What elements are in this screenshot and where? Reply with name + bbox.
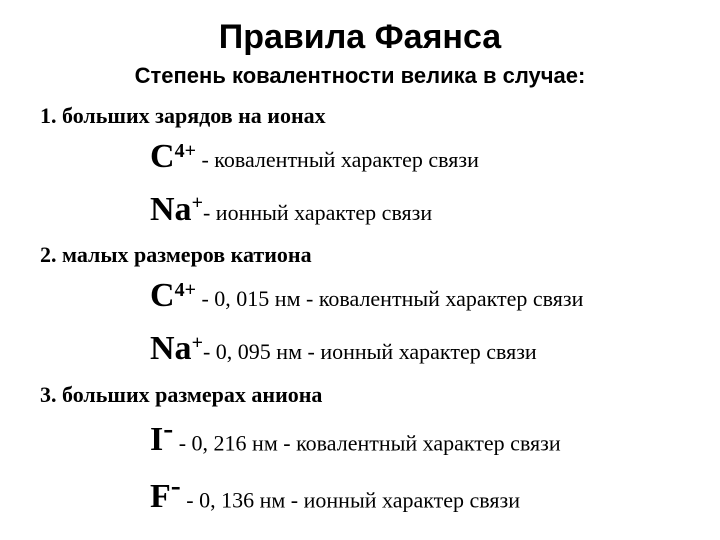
ion-desc: - 0, 095 нм - ионный характер связи: [203, 339, 537, 364]
ion-charge: 4+: [175, 279, 196, 301]
ion-desc: - 0, 015 нм - ковалентный характер связи: [196, 286, 583, 311]
ion-charge: -: [163, 412, 173, 445]
rule-2-heading: 2. малых размеров катиона: [40, 242, 680, 268]
ion-desc: - ионный характер связи: [203, 200, 432, 225]
ion-symbol: C: [150, 270, 175, 323]
ion-desc: - 0, 216 нм - ковалентный характер связи: [173, 430, 560, 455]
ion-symbol: F: [150, 471, 171, 524]
rule-1-text: больших зарядов на ионах: [62, 103, 326, 128]
rule-1-block: C4+ - ковалентный характер связи Na+- ио…: [150, 131, 680, 236]
ion-symbol: I: [150, 414, 163, 467]
rule-3-line-1: I- - 0, 216 нм - ковалентный характер св…: [150, 410, 680, 467]
rule-2-line-2: Na+- 0, 095 нм - ионный характер связи: [150, 323, 680, 376]
ion-symbol: Na: [150, 323, 192, 376]
rule-3-line-2: F- - 0, 136 нм - ионный характер связи: [150, 467, 680, 524]
slide-page: Правила Фаянса Степень ковалентности вел…: [0, 0, 720, 524]
rule-1-line-2: Na+- ионный характер связи: [150, 184, 680, 237]
ion-desc: - ковалентный характер связи: [196, 147, 479, 172]
rule-2-block: C4+ - 0, 015 нм - ковалентный характер с…: [150, 270, 680, 375]
rule-1-num: 1.: [40, 103, 57, 128]
rule-2-text: малых размеров катиона: [62, 242, 312, 267]
rule-3-num: 3.: [40, 382, 57, 407]
rule-2-num: 2.: [40, 242, 57, 267]
rule-1-heading: 1. больших зарядов на ионах: [40, 103, 680, 129]
rule-3-block: I- - 0, 216 нм - ковалентный характер св…: [150, 410, 680, 524]
page-subtitle: Степень ковалентности велика в случае:: [40, 63, 680, 89]
ion-desc: - 0, 136 нм - ионный характер связи: [181, 487, 520, 512]
page-title: Правила Фаянса: [40, 18, 680, 57]
ion-symbol: Na: [150, 184, 192, 237]
ion-symbol: C: [150, 131, 175, 184]
ion-charge: +: [192, 192, 203, 214]
rule-3-heading: 3. больших размерах аниона: [40, 382, 680, 408]
rule-1-line-1: C4+ - ковалентный характер связи: [150, 131, 680, 184]
rule-3-text: больших размерах аниона: [62, 382, 322, 407]
rule-2-line-1: C4+ - 0, 015 нм - ковалентный характер с…: [150, 270, 680, 323]
ion-charge: -: [171, 469, 181, 502]
ion-charge: 4+: [175, 140, 196, 162]
ion-charge: +: [192, 332, 203, 354]
